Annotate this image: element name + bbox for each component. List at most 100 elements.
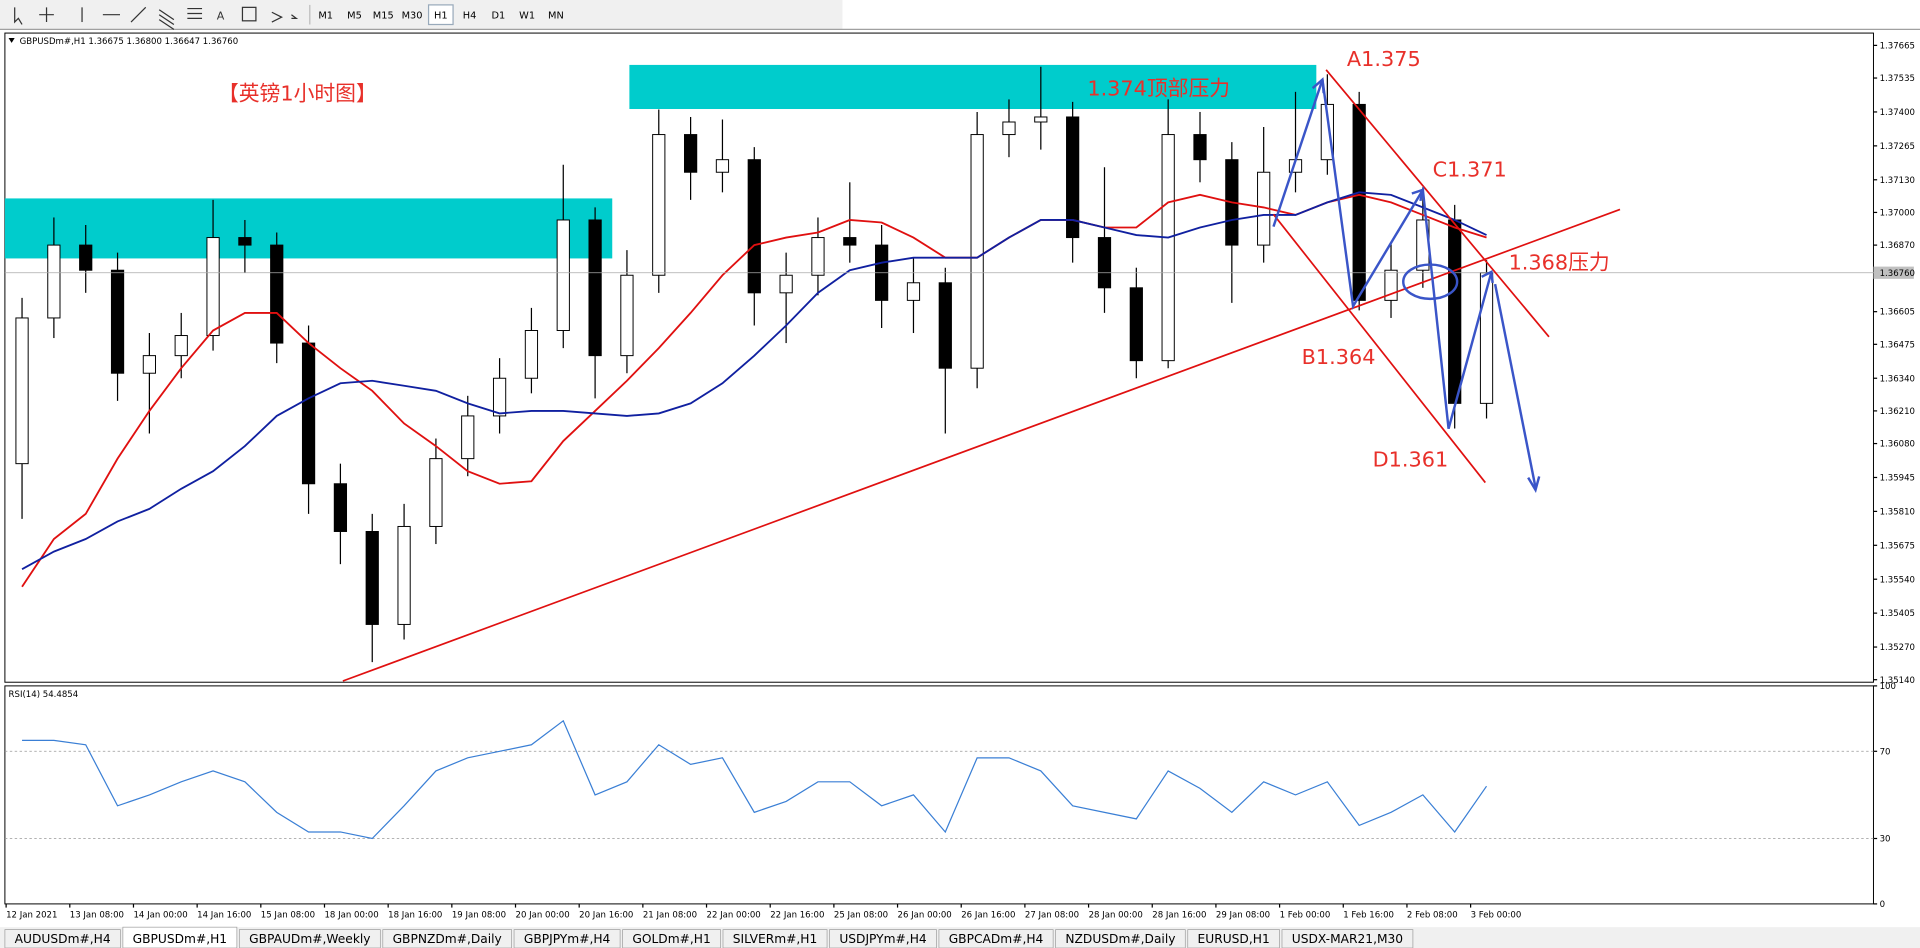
tab-label[interactable]: SILVERm#,H1 [733,932,817,946]
timeframe-button[interactable]: M15 [373,10,394,21]
tab-label[interactable]: USDJPYm#,H4 [839,932,927,946]
channel-lower [1272,213,1486,484]
tab-label[interactable]: GBPCADm#,H4 [949,932,1044,946]
y-tick-label: 1.36475 [1880,340,1915,350]
timeframe-button[interactable]: M30 [402,10,423,21]
tab[interactable] [513,929,621,948]
timeframe-active [427,4,454,26]
x-tick-label: 20 Jan 00:00 [516,910,570,920]
y-tick-label: 1.37400 [1880,108,1915,118]
tab-label[interactable]: GBPJPYm#,H4 [524,932,611,946]
tab[interactable] [722,929,828,948]
candle-body [906,282,921,301]
forecast-arrowhead [1527,476,1541,494]
text-tool[interactable]: A [217,10,225,23]
x-tick-label: 13 Jan 08:00 [70,910,124,920]
timeframe-button[interactable]: M5 [347,10,362,21]
tab-label[interactable]: NZDUSDm#,Daily [1065,932,1175,946]
arrows-tool[interactable] [271,11,299,23]
y-tick-label: 1.37265 [1880,142,1915,152]
annotation: A1.375 [1347,47,1421,71]
tab[interactable] [122,926,238,948]
timeframe-button[interactable]: H1 [434,10,448,21]
x-tick-label: 1 Feb 16:00 [1343,910,1394,920]
focus-ellipse [1402,263,1459,301]
candle-body [1002,121,1016,136]
rsi-tick-label: 70 [1880,747,1891,757]
tab-label[interactable]: GOLDm#,H1 [632,932,710,946]
y-tick-label: 1.35810 [1880,507,1915,517]
candle-body [1129,287,1143,362]
tab[interactable] [238,929,381,948]
tab[interactable] [938,929,1054,948]
tab-label[interactable]: GBPUSDm#,H1 [133,932,227,946]
y-tick-label: 1.35945 [1880,474,1915,484]
x-tick-label: 3 Feb 00:00 [1471,910,1522,920]
candle-body [1448,219,1462,404]
candle-body [684,134,698,173]
y-tick-label: 1.36210 [1880,407,1915,417]
rsi-header: RSI(14) 54.4854 [9,690,79,700]
timeframe-button[interactable]: H4 [463,10,477,21]
candle-body [652,134,666,276]
candle-body [524,330,539,379]
x-tick-label: 22 Jan 16:00 [770,910,824,920]
candle-body [79,244,93,271]
y-tick-label: 1.36605 [1880,308,1915,318]
candle-body [492,377,507,417]
x-tick-label: 2 Feb 08:00 [1407,910,1458,920]
x-tick-label: 1 Feb 00:00 [1280,910,1331,920]
timeframe-bar: M1 M5 M15 M30 H1 H4 D1 W1 MN [318,4,564,26]
timeframe-button[interactable]: M1 [318,10,333,21]
y-tick-label: 1.36080 [1880,440,1915,450]
top-resistance-zone [629,64,1317,110]
cursor-tool[interactable] [14,7,23,25]
tab-label[interactable]: AUDUSDm#,H4 [15,932,111,946]
timeframe-button[interactable]: D1 [491,10,505,21]
y-tick-label: 1.36340 [1880,374,1915,384]
candle-body [15,317,29,465]
candle-body [843,237,857,246]
channel-tool[interactable] [158,9,175,30]
fibo-tool[interactable] [187,7,203,19]
tab-label[interactable]: EURUSD,H1 [1198,932,1270,946]
candle-body [365,530,379,625]
tab[interactable] [1055,929,1186,948]
crosshair-tool[interactable] [39,7,54,23]
tab-label[interactable]: USDX-MAR21,M30 [1292,932,1403,946]
x-tick-label: 12 Jan 2021 [6,910,57,920]
rsi-line [22,719,1488,840]
tab[interactable] [622,929,721,948]
y-tick-label: 1.35540 [1880,575,1915,585]
tab[interactable] [382,929,512,948]
last-price-marker [1873,266,1914,279]
x-tick-label: 25 Jan 08:00 [834,910,888,920]
candle-body [938,282,952,369]
y-tick-label: 1.35140 [1880,676,1915,686]
timeframe-button[interactable]: W1 [519,10,535,21]
price-plot [4,66,1874,663]
trendline-tool[interactable] [130,6,147,23]
candle-body [461,415,475,460]
tab[interactable] [829,929,937,948]
y-tick-label: 1.37130 [1880,176,1915,186]
tab[interactable] [1281,929,1414,948]
candle-body [429,458,443,527]
tab[interactable] [4,929,121,948]
last-price-label: 1.36760 [1880,269,1915,279]
chart-header: GBPUSDm#,H1 1.36675 1.36800 1.36647 1.36… [20,37,239,47]
y-tick-label: 1.36870 [1880,241,1915,251]
tab-label[interactable]: GBPAUDm#,Weekly [249,932,370,946]
candle-body [811,237,825,276]
tab-label[interactable]: GBPNZDm#,Daily [393,932,502,946]
candle-body [270,244,284,344]
annotation: 1.368压力 [1509,250,1610,274]
candle-body [397,525,411,625]
label-tool[interactable] [241,6,257,22]
tab[interactable] [1187,929,1280,948]
timeframe-button[interactable]: MN [548,10,564,21]
trend-lines [342,69,1621,682]
candle-body [47,244,61,319]
